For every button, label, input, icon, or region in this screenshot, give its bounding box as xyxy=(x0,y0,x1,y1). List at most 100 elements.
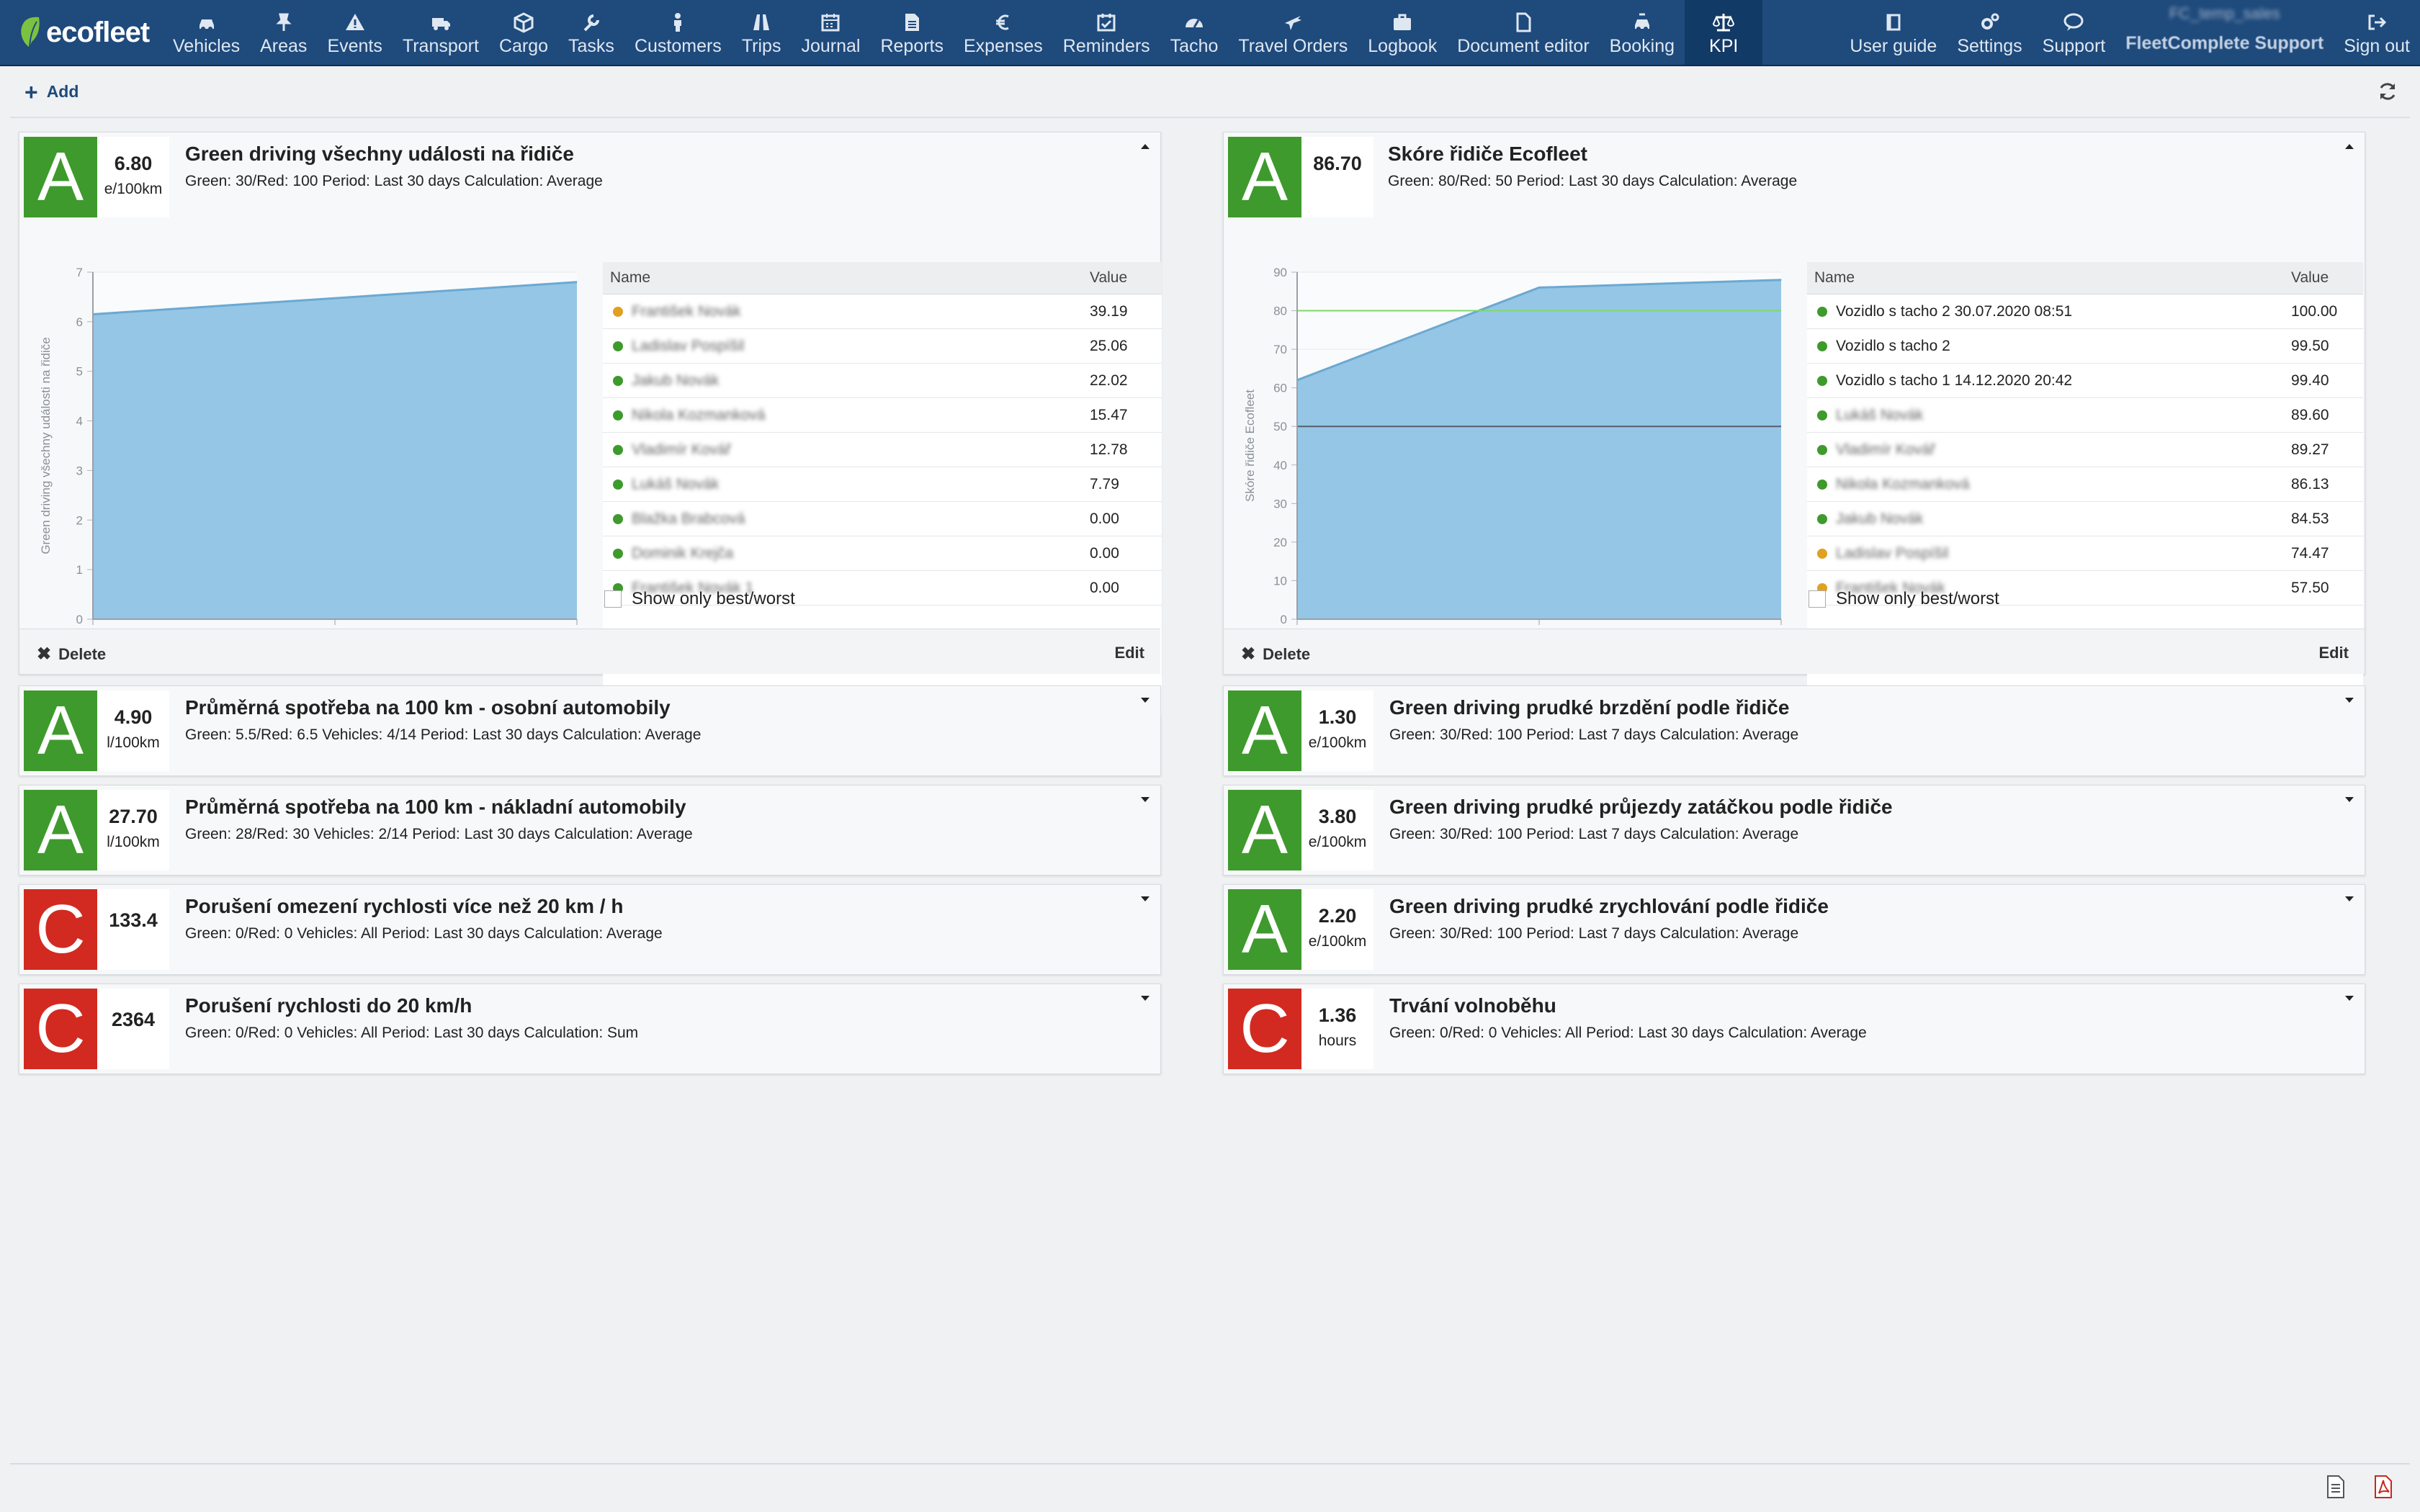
table-row[interactable]: Nikola Kozmanková 86.13 xyxy=(1807,467,2363,502)
table-row[interactable]: Vladimír Kovář 12.78 xyxy=(603,433,1162,467)
nav-label: Sign out xyxy=(2344,36,2410,56)
delete-button[interactable]: ✖ Delete xyxy=(1241,644,1310,665)
table-row[interactable]: Jakub Novák 22.02 xyxy=(603,364,1162,398)
table-row[interactable]: Dominik Krejča 0.00 xyxy=(603,536,1162,571)
show-best-worst-checkbox[interactable]: Show only best/worst xyxy=(1809,589,1999,609)
table-row[interactable]: Ladislav Pospíšil 25.06 xyxy=(603,329,1162,364)
kpi-card-fuel-cars[interactable]: A 4.90 l/100km Průměrná spotřeba na 100 km … xyxy=(19,685,1161,776)
truck-icon xyxy=(431,18,450,30)
table-row[interactable]: Vladimír Kovář 89.27 xyxy=(1807,433,2363,467)
checkbox-icon[interactable] xyxy=(604,590,622,608)
nav-trips[interactable]: Trips xyxy=(732,0,792,65)
kpi-unit: e/100km xyxy=(1308,933,1367,950)
nav-settings[interactable]: Settings xyxy=(1947,0,2032,65)
data-point xyxy=(1538,287,1540,288)
kpi-card-speed-under20[interactable]: C 2364 Porušení rychlosti do 20 km/h Green:… xyxy=(19,984,1161,1074)
expand-arrow-icon[interactable] xyxy=(1137,891,1153,906)
ecofleet-logo[interactable]: ecofleet xyxy=(17,0,154,65)
nav-kpi[interactable]: KPI xyxy=(1685,0,1763,65)
table-row[interactable]: Jakub Novák 84.53 xyxy=(1807,502,2363,536)
kpi-card-gd-accel[interactable]: A 2.20 e/100km Green driving prudké zrychlo… xyxy=(1223,884,2365,975)
kpi-card-idle[interactable]: C 1.36 hours Trvání volnoběhu Green: 0/Red: … xyxy=(1223,984,2365,1074)
nav-tacho[interactable]: Tacho xyxy=(1160,0,1229,65)
export-pdf-icon[interactable] xyxy=(2372,1475,2394,1499)
nav-label: Cargo xyxy=(498,36,549,56)
kpi-card-fuel-trucks[interactable]: A 27.70 l/100km Průměrná spotřeba na 100 km… xyxy=(19,785,1161,876)
nav-travel-orders[interactable]: Travel Orders xyxy=(1228,0,1358,65)
expand-arrow-icon[interactable] xyxy=(2341,990,2357,1006)
kpi-title: Průměrná spotřeba na 100 km - osobní aut… xyxy=(185,696,671,719)
row-value: 84.53 xyxy=(2291,510,2329,527)
nav-reports[interactable]: Reports xyxy=(870,0,954,65)
expand-arrow-icon[interactable] xyxy=(1137,791,1153,807)
row-name: Vladimír Kovář xyxy=(1836,441,1935,458)
box-icon xyxy=(514,12,534,33)
collapse-arrow-icon[interactable] xyxy=(1137,138,1153,154)
expand-arrow-icon[interactable] xyxy=(2341,791,2357,807)
row-value: 99.40 xyxy=(2291,372,2329,389)
y-tick-label: 1 xyxy=(76,563,83,577)
table-row[interactable]: Blažka Brabcová 0.00 xyxy=(603,502,1162,536)
nav-label: Events xyxy=(327,36,382,56)
y-tick-label: 4 xyxy=(76,415,83,428)
warning-icon xyxy=(345,14,364,30)
main-nav: Vehicles Areas Events Transport Cargo Tasks Cu… xyxy=(163,0,1763,65)
nav-tasks[interactable]: Tasks xyxy=(558,0,624,65)
kpi-card-speed-over20[interactable]: C 133.4 Porušení omezení rychlosti více ne… xyxy=(19,884,1161,975)
nav-areas[interactable]: Areas xyxy=(250,0,317,65)
nav-cargo[interactable]: Cargo xyxy=(489,0,558,65)
nav-document-editor[interactable]: Document editor xyxy=(1447,0,1599,65)
table-row[interactable]: Nikola Kozmanková 15.47 xyxy=(603,398,1162,433)
checkbox-icon[interactable] xyxy=(1809,590,1826,608)
table-row[interactable]: Vozidlo s tacho 1 14.12.2020 20:42 99.40 xyxy=(1807,364,2363,398)
kpi-value: 2364 xyxy=(111,1009,156,1030)
edit-button[interactable]: Edit xyxy=(2318,644,2349,662)
table-row[interactable]: Vozidlo s tacho 2 30.07.2020 08:51 100.00 xyxy=(1807,294,2363,329)
nav-transport[interactable]: Transport xyxy=(393,0,489,65)
table-body: František Novák 39.19 Ladislav Pospíšil 25.… xyxy=(603,294,1162,606)
area-chart: 010203040506070809001.0131.0102.03Skóre … xyxy=(1243,266,1798,644)
collapse-arrow-icon[interactable] xyxy=(2341,138,2357,154)
show-best-worst-checkbox[interactable]: Show only best/worst xyxy=(604,589,795,609)
nav-booking[interactable]: Booking xyxy=(1600,0,1685,65)
kpi-value-box: 1.36 hours xyxy=(1301,989,1373,1069)
table-row[interactable]: František Novák 57.50 xyxy=(1807,571,2363,606)
refresh-icon[interactable] xyxy=(2377,81,2398,102)
expand-arrow-icon[interactable] xyxy=(1137,692,1153,708)
expand-arrow-icon[interactable] xyxy=(2341,692,2357,708)
row-name: Jakub Novák xyxy=(1836,510,1924,527)
kpi-card-gd-cornering[interactable]: A 3.80 e/100km Green driving prudké průjezd… xyxy=(1223,785,2365,876)
table-row[interactable]: Lukáš Novák 89.60 xyxy=(1807,398,2363,433)
kpi-subtitle: Green: 30/Red: 100 Period: Last 7 days C… xyxy=(1389,925,1799,942)
nav-label: Travel Orders xyxy=(1238,36,1348,56)
row-name: František Novák xyxy=(632,302,741,320)
nav-user-account[interactable]: FC_temp_sales FleetComplete Support xyxy=(2115,0,2334,65)
kpi-card-gd-braking[interactable]: A 1.30 e/100km Green driving prudké brzdění… xyxy=(1223,685,2365,776)
expand-arrow-icon[interactable] xyxy=(1137,990,1153,1006)
nav-sign-out[interactable]: Sign out xyxy=(2334,0,2420,65)
top-navigation-bar: ecofleet Vehicles Areas Events Transport Car… xyxy=(0,0,2420,66)
table-row[interactable]: Ladislav Pospíšil 74.47 xyxy=(1807,536,2363,571)
expand-arrow-icon[interactable] xyxy=(2341,891,2357,906)
status-dot xyxy=(1817,410,1827,420)
export-document-icon[interactable] xyxy=(2325,1475,2347,1499)
nav-reminders[interactable]: Reminders xyxy=(1053,0,1160,65)
nav-expenses[interactable]: Expenses xyxy=(954,0,1053,65)
calendar-check-icon xyxy=(1097,14,1116,32)
add-button[interactable]: + Add xyxy=(24,81,79,104)
nav-events[interactable]: Events xyxy=(317,0,392,65)
nav-logbook[interactable]: Logbook xyxy=(1358,0,1447,65)
nav-journal[interactable]: Journal xyxy=(791,0,870,65)
delete-label: Delete xyxy=(1263,645,1311,663)
table-row[interactable]: Vozidlo s tacho 2 99.50 xyxy=(1807,329,2363,364)
table-row[interactable]: František Novák 39.19 xyxy=(603,294,1162,329)
nav-user-guide[interactable]: User guide xyxy=(1839,0,1947,65)
table-row[interactable]: Lukáš Novák 7.79 xyxy=(603,467,1162,502)
edit-button[interactable]: Edit xyxy=(1114,644,1144,662)
delete-button[interactable]: ✖ Delete xyxy=(37,644,106,665)
nav-vehicles[interactable]: Vehicles xyxy=(163,0,250,65)
nav-label: Reports xyxy=(880,36,944,56)
nav-support[interactable]: Support xyxy=(2033,0,2116,65)
nav-customers[interactable]: Customers xyxy=(624,0,732,65)
